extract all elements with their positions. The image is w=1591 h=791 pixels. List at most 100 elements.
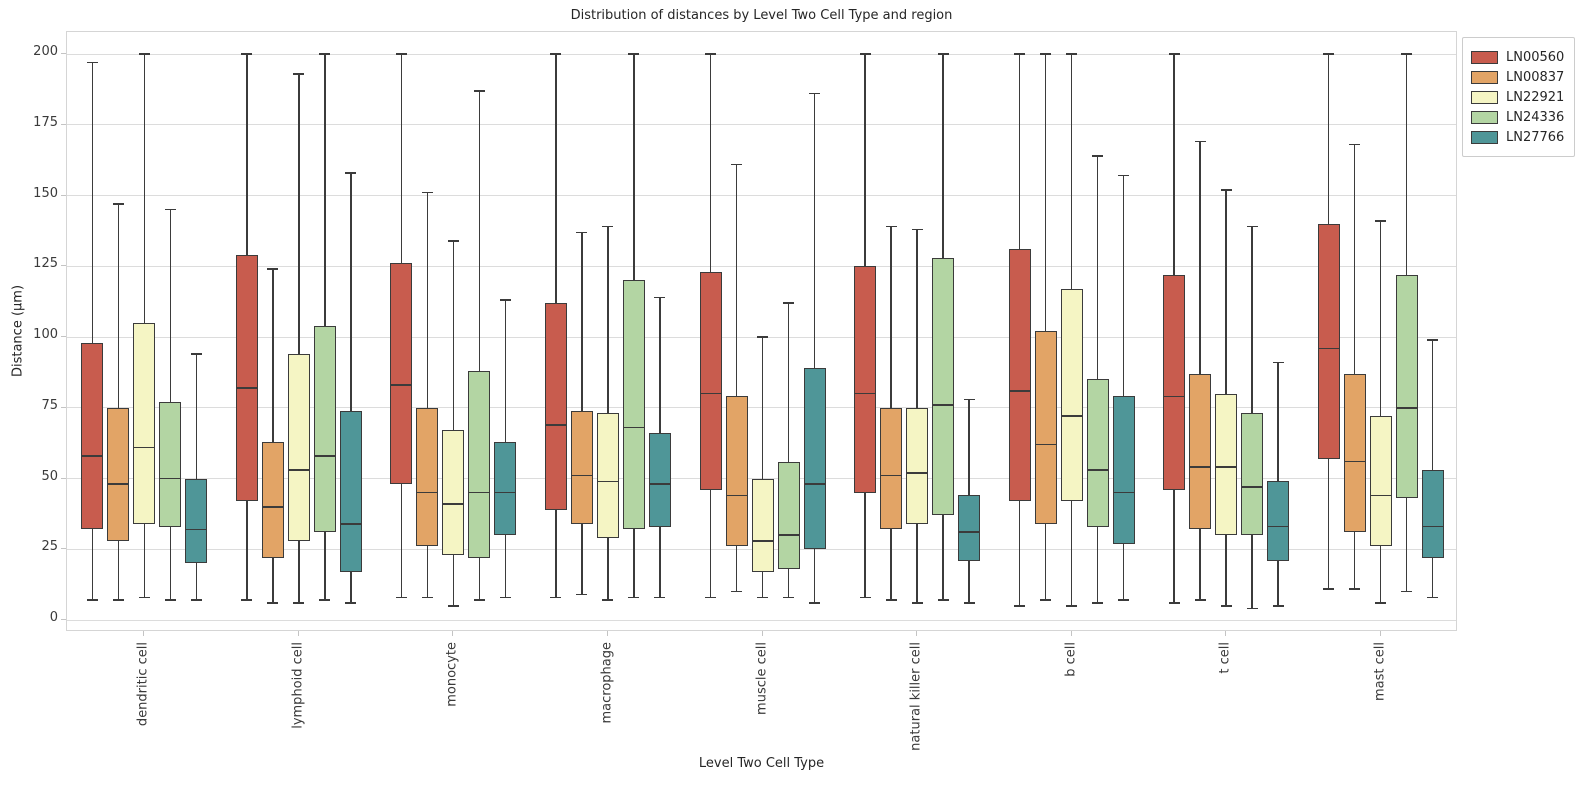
x-tick-mark — [297, 631, 299, 636]
median-line — [442, 503, 465, 505]
median-line — [1034, 443, 1057, 446]
whisker-cap-high — [602, 225, 614, 228]
box-LN00560 — [854, 266, 877, 493]
median-line — [133, 446, 156, 449]
median-line — [1060, 415, 1083, 418]
whisker — [1379, 220, 1382, 604]
whisker-cap-low — [963, 602, 975, 604]
whisker-cap-low — [1040, 599, 1052, 601]
box-LN24336 — [1241, 413, 1264, 536]
x-tick-label: dendritic cell — [135, 642, 151, 727]
legend-swatch — [1471, 110, 1498, 124]
whisker-cap-high — [654, 296, 666, 299]
whisker-cap-low — [1168, 602, 1180, 604]
y-gridline — [67, 124, 1456, 126]
whisker-cap-low — [86, 599, 98, 601]
x-tick-mark — [452, 631, 454, 636]
median-line — [159, 477, 182, 480]
median-line — [1241, 486, 1264, 488]
x-tick-label: monocyte — [444, 642, 460, 707]
box-LN00560 — [544, 303, 567, 510]
whisker-cap-low — [1401, 590, 1413, 593]
box-LN00837 — [570, 410, 593, 524]
box-LN27766 — [1421, 470, 1444, 558]
median-line — [777, 534, 800, 536]
legend-item: LN22921 — [1471, 89, 1564, 105]
whisker-cap-low — [1427, 596, 1439, 599]
whisker-cap-low — [112, 599, 124, 601]
whisker-cap-high — [1401, 53, 1413, 55]
whisker-cap-low — [885, 599, 897, 601]
median-line — [1215, 466, 1238, 468]
box-LN00560 — [390, 263, 413, 485]
legend: LN00560 LN00837 LN22921 LN24336 LN27766 — [1462, 37, 1576, 157]
whisker — [1199, 141, 1201, 601]
box-LN00837 — [1343, 373, 1366, 533]
median-line — [803, 483, 826, 485]
whisker-cap-low — [1246, 607, 1258, 610]
whisker-cap-low — [576, 593, 588, 596]
median-line — [1267, 525, 1290, 528]
x-tick-mark — [1225, 631, 1227, 636]
box-LN00837 — [880, 407, 903, 530]
box-LN22921 — [906, 407, 929, 524]
box-LN24336 — [159, 402, 182, 527]
median-line — [235, 387, 258, 389]
chart-title: Distribution of distances by Level Two C… — [570, 8, 953, 23]
median-line — [1421, 525, 1444, 528]
box-LN00837 — [261, 441, 284, 558]
box-LN24336 — [1086, 379, 1109, 527]
box-LN24336 — [932, 257, 955, 516]
whisker-cap-low — [1014, 605, 1026, 607]
median-line — [622, 426, 645, 429]
whisker — [1044, 54, 1047, 601]
whisker-cap-low — [911, 602, 923, 604]
whisker-cap-low — [757, 596, 768, 599]
box-LN22921 — [442, 430, 465, 555]
whisker — [607, 226, 609, 601]
whisker-cap-low — [1118, 599, 1130, 601]
whisker-cap-high — [293, 73, 305, 75]
box-LN22921 — [1215, 393, 1238, 536]
legend-item: LN00837 — [1471, 69, 1564, 85]
legend-label: LN24336 — [1506, 109, 1565, 125]
legend-item: LN24336 — [1471, 109, 1564, 125]
whisker-cap-high — [1427, 339, 1439, 341]
whisker-cap-high — [164, 208, 176, 211]
median-line — [880, 474, 903, 477]
y-tick-mark — [61, 477, 66, 479]
median-line — [468, 491, 491, 494]
y-tick-mark — [61, 123, 66, 125]
y-tick-mark — [61, 619, 66, 620]
whisker-cap-high — [473, 90, 485, 92]
x-tick-mark — [916, 631, 918, 636]
box-LN22921 — [751, 478, 774, 572]
box-LN00560 — [1163, 274, 1186, 490]
whisker-cap-high — [731, 163, 742, 166]
whisker-cap-low — [809, 602, 820, 604]
median-line — [1163, 395, 1186, 398]
whisker-cap-low — [164, 599, 176, 601]
median-line — [648, 483, 671, 485]
whisker-cap-low — [628, 596, 640, 599]
whisker-cap-high — [937, 53, 949, 55]
legend-swatch — [1471, 50, 1498, 64]
whisker-cap-low — [705, 596, 716, 599]
whisker-cap-high — [499, 299, 511, 301]
whisker — [1122, 175, 1125, 601]
whisker-cap-low — [345, 602, 357, 604]
box-LN00837 — [107, 407, 130, 541]
whisker-cap-high — [86, 61, 98, 64]
y-tick-label: 50 — [41, 468, 58, 484]
whisker-cap-high — [1118, 174, 1130, 177]
y-gridline — [67, 619, 1456, 621]
whisker-cap-high — [319, 53, 331, 55]
whisker-cap-low — [395, 596, 407, 599]
box-LN22921 — [133, 322, 156, 524]
box-LN24336 — [313, 325, 336, 533]
whisker-cap-high — [757, 336, 768, 338]
box-LN00837 — [1034, 331, 1057, 524]
legend-label: LN22921 — [1506, 89, 1565, 105]
box-LN24336 — [622, 280, 645, 530]
y-tick-label: 150 — [33, 185, 58, 201]
